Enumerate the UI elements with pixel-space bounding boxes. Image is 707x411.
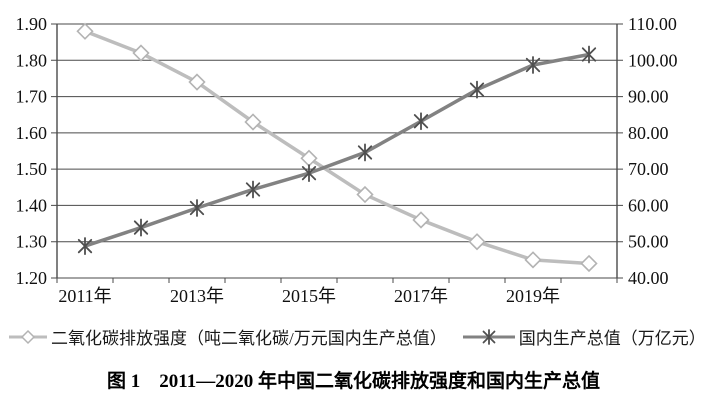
y-axis-left-tick-label: 1.90	[16, 14, 48, 34]
legend-item-co2-intensity: 二氧化碳排放强度（吨二氧化碳/万元国内生产总值）	[8, 324, 447, 349]
chart-legend: 二氧化碳排放强度（吨二氧化碳/万元国内生产总值） 国内生产总值（万亿元）	[0, 324, 707, 349]
legend-label-co2-intensity: 二氧化碳排放强度（吨二氧化碳/万元国内生产总值）	[51, 329, 447, 348]
diamond-marker-icon	[132, 44, 150, 62]
y-axis-right-tick-label: 80.00	[628, 123, 669, 143]
diamond-marker-icon	[9, 329, 47, 344]
y-axis-left-tick-label: 1.40	[16, 195, 48, 215]
y-axis-left-tick-label: 1.60	[16, 123, 48, 143]
diamond-marker-icon	[356, 185, 374, 204]
y-axis-right-tick-label: 110.00	[628, 14, 677, 34]
diamond-marker-icon	[580, 254, 598, 273]
asterisk-marker-icon	[357, 145, 373, 160]
asterisk-marker-icon	[581, 47, 597, 62]
y-axis-left-tick-label: 1.20	[16, 268, 48, 288]
asterisk-marker-icon	[301, 165, 317, 181]
diamond-marker-icon	[188, 73, 206, 91]
y-axis-right-tick-label: 50.00	[628, 232, 669, 252]
line-chart: 1.90 110.00 1.80 100.00 1.70 90.00 1.60 80.00 1.…	[16, 14, 678, 306]
x-axis-tick-label: 2013年	[170, 286, 224, 306]
series-line-gdp	[84, 52, 590, 248]
x-axis-tick-label: 2011年	[58, 286, 111, 306]
y-axis-right-tick-label: 60.00	[628, 195, 669, 215]
asterisk-marker-icon	[462, 328, 515, 345]
y-axis-right-tick-label: 40.00	[628, 268, 669, 288]
asterisk-marker-icon	[77, 238, 93, 254]
legend-label-gdp: 国内生产总值（万亿元）	[518, 329, 706, 348]
y-axis-left-tick-label: 1.80	[16, 50, 48, 70]
asterisk-marker-icon	[245, 182, 261, 197]
diamond-marker-icon	[76, 22, 94, 40]
asterisk-marker-icon	[413, 114, 429, 129]
y-axis-left-tick-label: 1.30	[16, 232, 48, 252]
x-axis-tick-label: 2017年	[394, 286, 448, 306]
diamond-marker-icon	[468, 233, 486, 251]
diamond-marker-icon	[524, 251, 542, 269]
asterisk-marker-icon	[189, 200, 205, 216]
y-axis-right-tick-label: 70.00	[628, 159, 669, 179]
asterisk-marker-icon	[525, 57, 541, 73]
x-axis-tick-label: 2015年	[282, 286, 336, 306]
legend-item-gdp: 国内生产总值（万亿元）	[462, 324, 706, 349]
y-axis-right-tick-label: 90.00	[628, 87, 669, 107]
diamond-marker-icon	[412, 211, 430, 229]
diamond-marker-icon	[244, 113, 262, 131]
series-line-co2-intensity	[84, 29, 590, 266]
y-axis-right-tick-label: 100.00	[628, 50, 678, 70]
x-axis-tick-label: 2019年	[506, 286, 560, 306]
asterisk-marker-icon	[133, 220, 149, 235]
y-axis-left-tick-label: 1.70	[16, 87, 48, 107]
asterisk-marker-icon	[469, 82, 485, 97]
figure-caption: 图 1 2011—2020 年中国二氧化碳排放强度和国内生产总值	[107, 371, 600, 392]
y-axis-left-tick-label: 1.50	[16, 159, 48, 179]
